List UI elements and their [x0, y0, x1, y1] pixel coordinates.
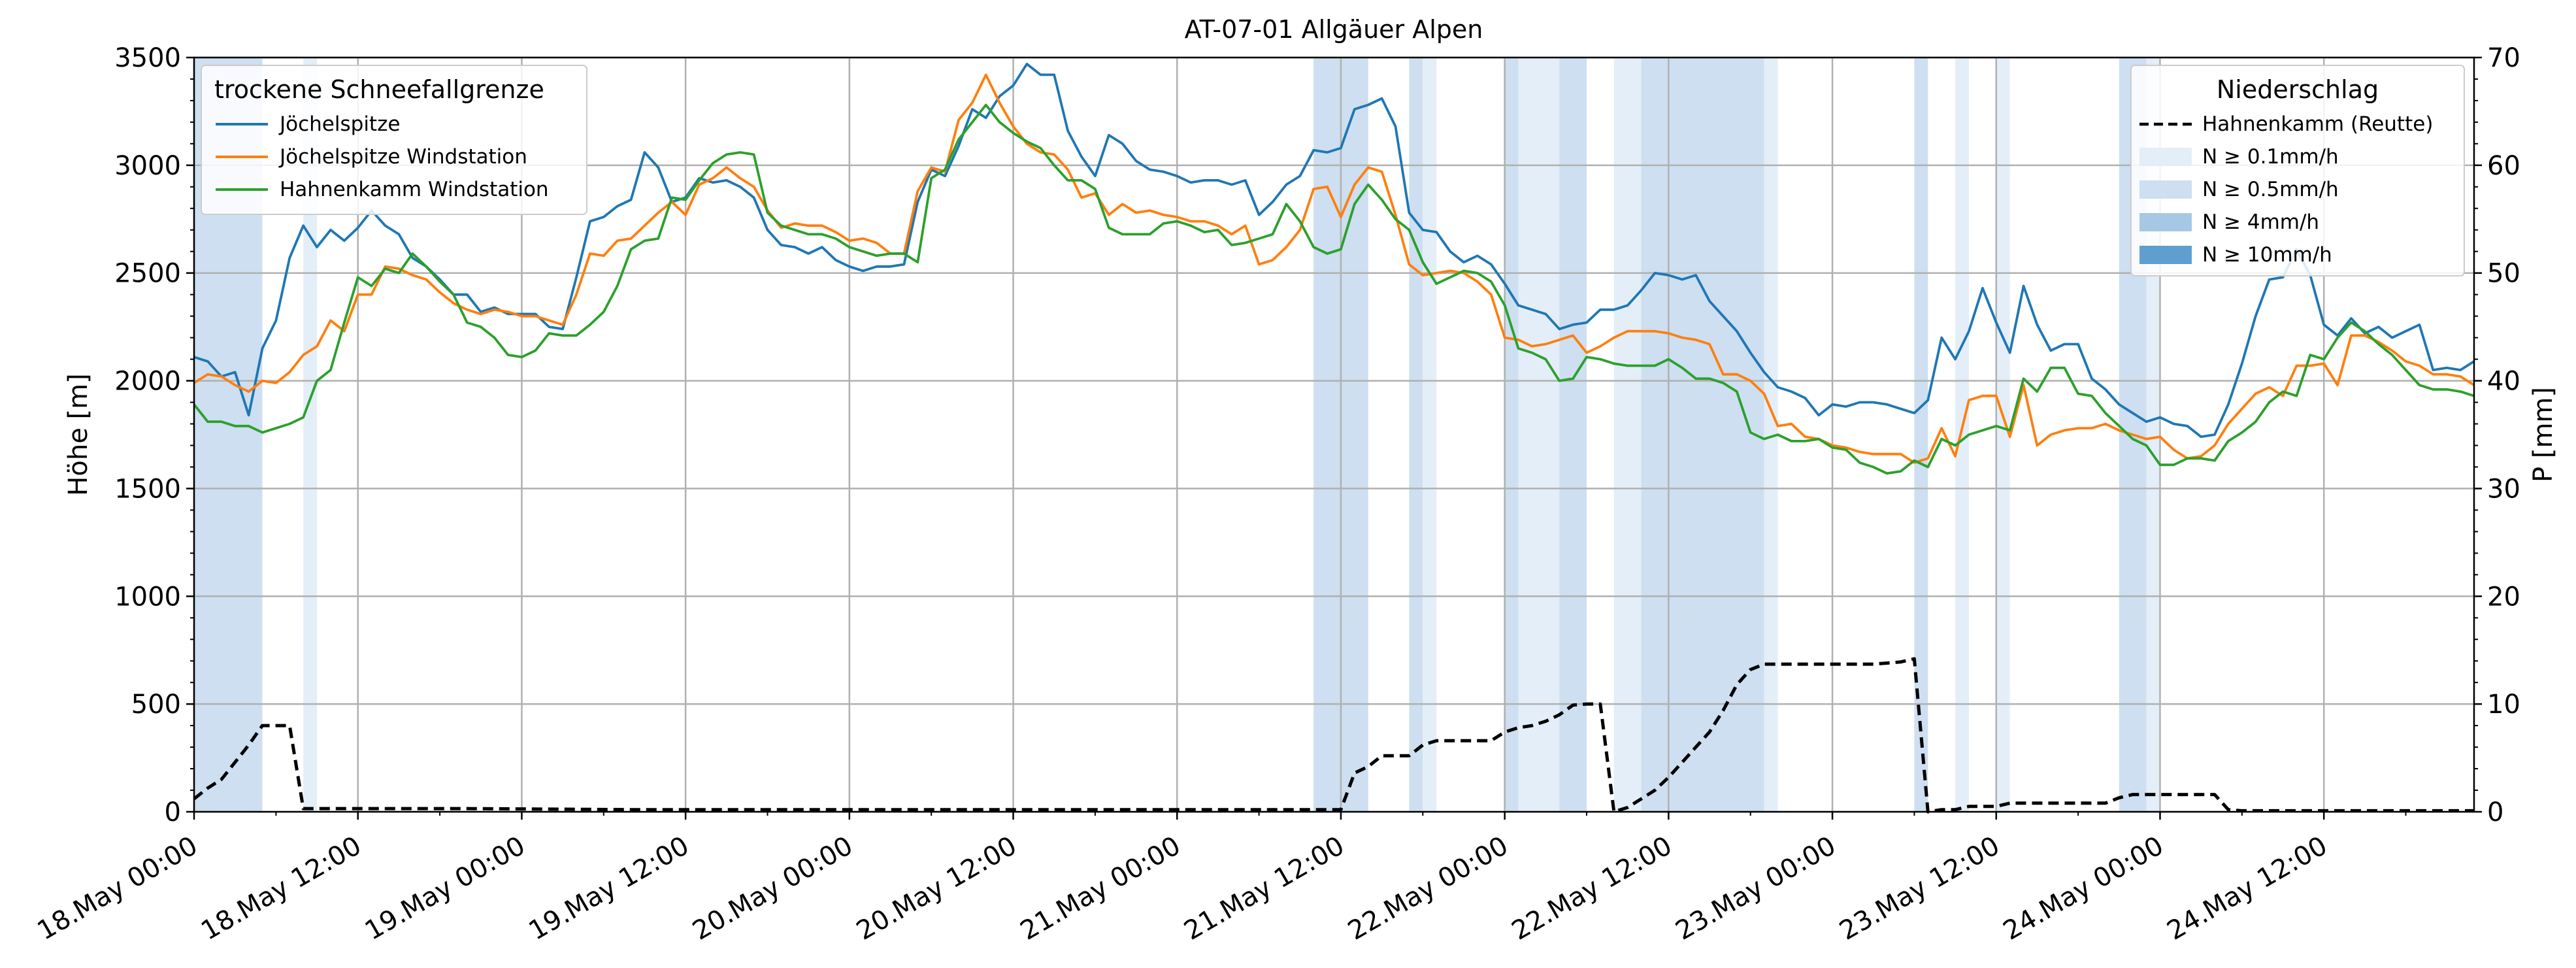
y-tick-label-right: 70	[2487, 43, 2520, 73]
legend-label-band-2: N ≥ 0.5mm/h	[2202, 178, 2339, 201]
legend-right: Niederschlag Hahnenkamm (Reutte) N ≥ 0.1…	[2130, 65, 2465, 276]
y-tick-label-left: 0	[165, 797, 181, 827]
legend-left-frame	[201, 65, 587, 215]
legend-label-precip-line: Hahnenkamm (Reutte)	[2202, 112, 2433, 136]
precip-band-3	[1409, 58, 1423, 812]
legend-swatch-band-2	[2139, 180, 2192, 199]
y-tick-label-right: 30	[2487, 474, 2520, 504]
y-tick-label-left: 2000	[114, 367, 181, 397]
legend-left: trockene Schneefallgrenze Jöchelspitze J…	[201, 65, 587, 215]
y-tick-label-left: 500	[131, 690, 181, 720]
legend-label-hahnenkamm-wind: Hahnenkamm Windstation	[280, 178, 549, 201]
y-tick-label-right: 40	[2487, 367, 2520, 397]
precip-band-10	[1764, 58, 1778, 812]
legend-label-band-3: N ≥ 4mm/h	[2202, 210, 2319, 234]
precip-band-4	[1423, 58, 1437, 812]
y-tick-label-right: 10	[2487, 690, 2520, 720]
y-tick-label-left: 3000	[114, 151, 181, 181]
y-tick-label-right: 60	[2487, 151, 2520, 181]
legend-swatch-band-1	[2139, 148, 2192, 166]
legend-right-frame	[2130, 65, 2465, 276]
y-tick-label-left: 2500	[114, 259, 181, 289]
precip-band-5	[1504, 58, 1519, 812]
precip-band-6	[1518, 58, 1560, 812]
precip-band-1	[303, 58, 318, 812]
y-axis-left-label: Höhe [m]	[63, 373, 93, 495]
y-tick-label-right: 50	[2487, 259, 2520, 289]
precip-band-13	[1996, 58, 2010, 812]
series-lines	[193, 63, 2475, 814]
legend-swatch-band-4	[2139, 246, 2192, 264]
y-tick-label-right: 20	[2487, 582, 2520, 612]
legend-label-joechelspitze-wind: Jöchelspitze Windstation	[278, 145, 527, 169]
legend-swatch-band-3	[2139, 213, 2192, 231]
legend-label-band-4: N ≥ 10mm/h	[2202, 243, 2332, 267]
series-line-2	[193, 103, 2475, 475]
y-tick-label-left: 3500	[114, 43, 181, 73]
y-tick-label-right: 0	[2487, 797, 2503, 827]
y-tick-label-left: 1500	[114, 474, 181, 504]
y-tick-label-left: 1000	[114, 582, 181, 612]
precip-band-7	[1559, 58, 1587, 812]
precip-band-12	[1955, 58, 1969, 812]
y-axis-right-label: P [mm]	[2528, 387, 2558, 482]
precip-band-11	[1914, 58, 1928, 812]
series-line-0	[193, 63, 2475, 439]
chart-title: AT-07-01 Allgäuer Alpen	[1185, 15, 1483, 44]
plot-frame	[193, 56, 2475, 813]
precip-band-9	[1641, 58, 1764, 812]
legend-label-joechelspitze: Jöchelspitze	[278, 112, 400, 136]
legend-label-band-1: N ≥ 0.1mm/h	[2202, 145, 2339, 169]
legend-right-title: Niederschlag	[2217, 75, 2379, 104]
series-line-1	[193, 73, 2475, 464]
precip-band-8	[1613, 58, 1642, 812]
legend-left-title: trockene Schneefallgrenze	[214, 75, 544, 104]
series-line-3	[193, 657, 2474, 814]
